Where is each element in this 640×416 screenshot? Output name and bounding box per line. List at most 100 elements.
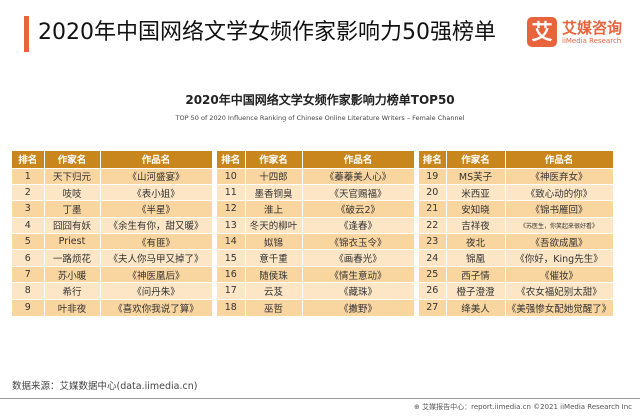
rank-cell: 13 bbox=[217, 216, 246, 234]
author-cell: 随侯珠 bbox=[245, 265, 303, 283]
author-cell: 丁墨 bbox=[44, 200, 101, 218]
column-header: 作品名 bbox=[302, 151, 415, 168]
column-header: 作品名 bbox=[100, 151, 213, 168]
rank-cell: 10 bbox=[217, 167, 246, 185]
rank-cell: 22 bbox=[419, 216, 447, 234]
table-row: 4 囧囧有妖 《余生有你，甜又暖》 bbox=[12, 216, 213, 234]
author-cell: 意千重 bbox=[245, 249, 303, 267]
work-cell: 《致心动的你》 bbox=[505, 183, 614, 201]
ranking-table-2: 排名 作家名 作品名 10 十四郎 《蓁蓁美人心》 11 墨香铜臭 《天官赐福》 12 淮上 《破云2… bbox=[217, 151, 415, 316]
work-cell: 《破云2》 bbox=[302, 200, 415, 218]
ranking-table-3: 排名 作家名 作品名 19 MS芙子 《神医弃女》 20 米西亚 《致心动的你》 21 安知晓 《锦书… bbox=[419, 151, 614, 316]
rank-cell: 27 bbox=[419, 298, 447, 316]
column-header: 排名 bbox=[217, 151, 246, 168]
rank-cell: 2 bbox=[12, 183, 45, 201]
work-cell: 《苏医生，你笑起来很好看》 bbox=[505, 216, 614, 234]
data-source: 数据来源：艾媒数据中心(data.iimedia.cn) bbox=[12, 381, 198, 392]
copyright-text: 艾媒报告中心：report.iimedia.cn ©2021 iiMedia R… bbox=[422, 403, 632, 411]
rank-cell: 4 bbox=[12, 216, 45, 234]
author-cell: 巫哲 bbox=[245, 298, 303, 316]
table-row: 14 姒锦 《锦衣玉令》 bbox=[217, 233, 415, 250]
table-row: 8 希行 《问丹朱》 bbox=[12, 282, 213, 300]
author-cell: MS芙子 bbox=[446, 167, 506, 185]
work-cell: 《逢春》 bbox=[302, 216, 415, 234]
table-row: 27 绛美人 《美强惨女配她觉醒了》 bbox=[419, 298, 614, 316]
table-row: 7 苏小暖 《神医凰后》 bbox=[12, 265, 213, 283]
work-cell: 《问丹朱》 bbox=[100, 282, 213, 300]
work-cell: 《喜欢你我说了算》 bbox=[100, 298, 213, 316]
logo-en: iiMedia Research bbox=[562, 37, 622, 45]
work-cell: 《有匪》 bbox=[100, 233, 213, 250]
rank-cell: 24 bbox=[419, 249, 447, 267]
table-row: 3 丁墨 《半星》 bbox=[12, 200, 213, 218]
rank-cell: 26 bbox=[419, 282, 447, 300]
work-cell: 《撒野》 bbox=[302, 298, 415, 316]
work-cell: 《神医凰后》 bbox=[100, 265, 213, 283]
table-row: 5 Priest 《有匪》 bbox=[12, 233, 213, 250]
logo-mark: 艾 bbox=[527, 17, 557, 47]
author-cell: 天下归元 bbox=[44, 167, 101, 185]
rank-cell: 19 bbox=[419, 167, 447, 185]
author-cell: 十四郎 bbox=[245, 167, 303, 185]
work-cell: 《画春光》 bbox=[302, 249, 415, 267]
author-cell: 夜北 bbox=[446, 233, 506, 250]
iimedia-logo: 艾 艾媒咨询 iiMedia Research bbox=[527, 17, 640, 51]
column-header: 排名 bbox=[12, 151, 45, 168]
rank-cell: 14 bbox=[217, 233, 246, 250]
work-cell: 《夫人你马甲又掉了》 bbox=[100, 249, 213, 267]
table-row: 26 橙子澄澄 《农女福妃别太甜》 bbox=[419, 282, 614, 300]
table-row: 24 锦凰 《你好，King先生》 bbox=[419, 249, 614, 267]
work-cell: 《情生意动》 bbox=[302, 265, 415, 283]
table-row: 17 云芨 《藏珠》 bbox=[217, 282, 415, 300]
author-cell: 希行 bbox=[44, 282, 101, 300]
title-accent-bar bbox=[24, 16, 29, 52]
work-cell: 《锦书雁回》 bbox=[505, 200, 614, 218]
work-cell: 《表小姐》 bbox=[100, 183, 213, 201]
table-row: 11 墨香铜臭 《天官赐福》 bbox=[217, 183, 415, 201]
column-header: 作品名 bbox=[505, 151, 614, 168]
author-cell: 云芨 bbox=[245, 282, 303, 300]
table-row: 25 西子情 《催妆》 bbox=[419, 265, 614, 283]
work-cell: 《美强惨女配她觉醒了》 bbox=[505, 298, 614, 316]
rank-cell: 6 bbox=[12, 249, 45, 267]
author-cell: 米西亚 bbox=[446, 183, 506, 201]
table-row: 10 十四郎 《蓁蓁美人心》 bbox=[217, 167, 415, 185]
rank-cell: 1 bbox=[12, 167, 45, 185]
table-row: 16 随侯珠 《情生意动》 bbox=[217, 265, 415, 283]
rank-cell: 21 bbox=[419, 200, 447, 218]
work-cell: 《吾欲成凰》 bbox=[505, 233, 614, 250]
author-cell: 叶非夜 bbox=[44, 298, 101, 316]
table-title: 2020年中国网络文学女频作家影响力榜单TOP50 bbox=[185, 93, 455, 107]
table-row: 9 叶非夜 《喜欢你我说了算》 bbox=[12, 298, 213, 316]
rank-cell: 7 bbox=[12, 265, 45, 283]
work-cell: 《锦衣玉令》 bbox=[302, 233, 415, 250]
work-cell: 《农女福妃别太甜》 bbox=[505, 282, 614, 300]
rank-cell: 9 bbox=[12, 298, 45, 316]
table-row: 6 一路烦花 《夫人你马甲又掉了》 bbox=[12, 249, 213, 267]
author-cell: 吉祥夜 bbox=[446, 216, 506, 234]
column-header: 作家名 bbox=[44, 151, 101, 168]
author-cell: 一路烦花 bbox=[44, 249, 101, 267]
logo-cn: 艾媒咨询 bbox=[562, 19, 623, 37]
author-cell: 橙子澄澄 bbox=[446, 282, 506, 300]
author-cell: 淮上 bbox=[245, 200, 303, 218]
rank-cell: 25 bbox=[419, 265, 447, 283]
work-cell: 《神医弃女》 bbox=[505, 167, 614, 185]
table-row: 15 意千重 《画春光》 bbox=[217, 249, 415, 267]
page-title: 2020年中国网络文学女频作家影响力50强榜单 bbox=[38, 20, 496, 45]
table-row: 23 夜北 《吾欲成凰》 bbox=[419, 233, 614, 250]
author-cell: 冬天的柳叶 bbox=[245, 216, 303, 234]
table-row: 2 吱吱 《表小姐》 bbox=[12, 183, 213, 201]
table-row: 20 米西亚 《致心动的你》 bbox=[419, 183, 614, 201]
rank-cell: 11 bbox=[217, 183, 246, 201]
table-row: 1 天下归元 《山河盛宴》 bbox=[12, 167, 213, 185]
rank-cell: 3 bbox=[12, 200, 45, 218]
rank-cell: 8 bbox=[12, 282, 45, 300]
author-cell: 吱吱 bbox=[44, 183, 101, 201]
author-cell: 锦凰 bbox=[446, 249, 506, 267]
rank-cell: 15 bbox=[217, 249, 246, 267]
ranking-table-1: 排名 作家名 作品名 1 天下归元 《山河盛宴》 2 吱吱 《表小姐》 3 丁墨 《半星》 4 囧囧有妖《… bbox=[12, 151, 213, 316]
table-subtitle: TOP 50 of 2020 Influence Ranking of Chin… bbox=[175, 114, 465, 122]
work-cell: 《你好，King先生》 bbox=[505, 249, 614, 267]
table-row: 19 MS芙子 《神医弃女》 bbox=[419, 167, 614, 185]
